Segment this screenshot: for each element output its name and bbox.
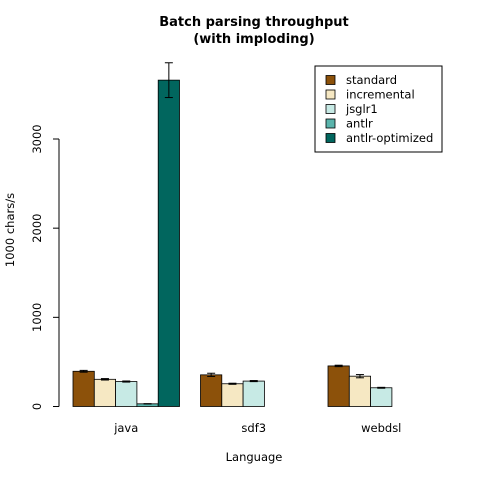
bar-java-antlr-optimized <box>157 79 180 407</box>
legend-label: incremental <box>346 88 415 102</box>
x-tick-label-sdf3: sdf3 <box>241 421 266 435</box>
legend-item-incremental: incremental <box>325 88 415 102</box>
legend-swatch <box>325 75 336 85</box>
bar-webdsl-standard <box>327 365 350 407</box>
error-bar-webdsl-standard <box>334 364 343 368</box>
bar-webdsl-jsglr1 <box>370 387 393 407</box>
y-tick-label: 2000 <box>30 214 44 243</box>
legend-swatch <box>325 89 336 100</box>
bar-sdf3-incremental <box>221 383 244 407</box>
legend-item-antlr-optimized: antlr-optimized <box>325 131 433 145</box>
y-tick-label: 1000 <box>30 303 44 332</box>
error-bar-java-incremental <box>100 378 109 381</box>
bar-sdf3-standard <box>200 374 223 407</box>
error-bar-webdsl-incremental <box>355 374 364 379</box>
error-bar-java-jsglr1 <box>122 380 131 383</box>
legend-swatch <box>325 118 336 129</box>
bar-java-jsglr1 <box>115 381 138 407</box>
chart-title-line2: (with imploding) <box>193 32 314 47</box>
x-axis: java sdf3 webdsl <box>113 421 401 435</box>
x-tick-label-webdsl: webdsl <box>361 421 401 435</box>
legend-swatch <box>325 104 336 114</box>
y-tick-label: 3000 <box>30 124 44 153</box>
error-bar-sdf3-incremental <box>228 382 237 385</box>
legend-item-antlr: antlr <box>325 117 373 131</box>
bar-java-incremental <box>93 378 117 407</box>
legend-item-standard: standard <box>325 73 397 87</box>
x-axis-label: Language <box>226 450 283 464</box>
error-bar-sdf3-standard <box>207 372 216 377</box>
bar-webdsl-incremental <box>348 375 371 407</box>
legend: standardincrementaljsglr1antlrantlr-opti… <box>314 65 443 153</box>
legend-label: jsglr1 <box>345 102 378 116</box>
legend-label: antlr <box>346 117 373 131</box>
bars <box>72 79 393 407</box>
error-bar-sdf3-jsglr1 <box>249 380 258 383</box>
legend-box <box>314 65 443 153</box>
legend-swatch <box>325 133 336 143</box>
error-bars <box>79 62 386 405</box>
bar-java-standard <box>72 370 95 407</box>
error-bar-java-antlr-optimized <box>164 62 173 99</box>
y-axis: 0 1000 2000 3000 <box>30 124 60 410</box>
legend-label: antlr-optimized <box>346 131 433 145</box>
chart-title-line1: Batch parsing throughput <box>159 15 349 30</box>
error-bar-java-standard <box>79 369 88 373</box>
legend-label: standard <box>346 73 397 87</box>
error-bar-webdsl-jsglr1 <box>377 386 386 389</box>
legend-item-jsglr1: jsglr1 <box>325 102 378 116</box>
y-tick-label: 0 <box>30 403 44 410</box>
bar-sdf3-jsglr1 <box>242 380 265 407</box>
y-axis-label: 1000 chars/s <box>3 193 17 267</box>
x-tick-label-java: java <box>113 421 138 435</box>
